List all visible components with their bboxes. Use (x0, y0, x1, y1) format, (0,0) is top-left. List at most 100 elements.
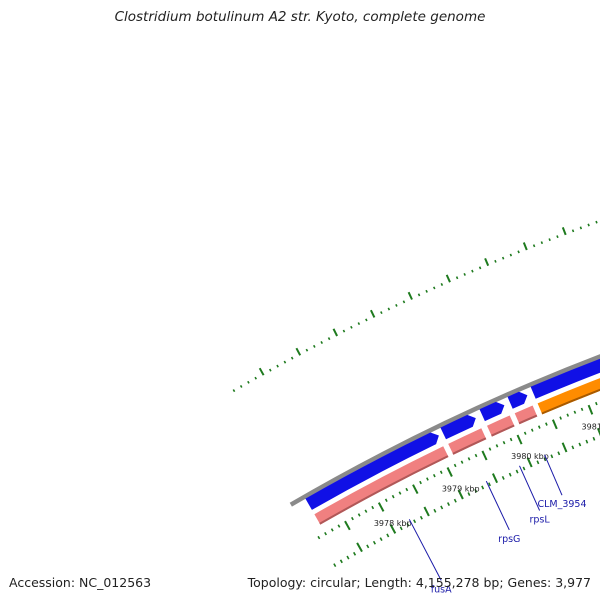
inner-tick (457, 489, 464, 500)
inner-tick (453, 498, 457, 503)
outer-tick (494, 259, 497, 263)
outer-tick (440, 282, 444, 286)
inner-tick (550, 454, 554, 459)
kbp-label: 3980 kbp (511, 452, 549, 461)
inner-tick (585, 439, 589, 444)
ruler-tick (523, 431, 527, 435)
reverse-feature-2 (448, 428, 487, 455)
forward-strand-features (305, 358, 600, 510)
inner-tick (526, 457, 533, 468)
ruler-tick (439, 470, 443, 474)
inner-tick (333, 563, 337, 567)
inner-tick (481, 485, 485, 490)
outer-tick (532, 244, 536, 248)
inner-tick (419, 515, 423, 520)
inner-tick (386, 533, 390, 538)
outer-tick (579, 226, 583, 230)
inner-tick (557, 451, 561, 456)
inner-tick (406, 522, 410, 527)
ruler-tick (446, 467, 453, 477)
outer-tick (342, 329, 346, 333)
outer-tick (357, 322, 361, 326)
inner-tick (474, 488, 478, 493)
inner-tick (515, 469, 519, 474)
ruler-tick (357, 513, 361, 517)
ruler-tick (419, 480, 422, 485)
inner-tick (467, 492, 471, 496)
ruler-tick (398, 491, 402, 495)
ruler-tick (580, 407, 584, 412)
ruler-tick (337, 524, 341, 528)
map-title: Clostridium botulinum A2 str. Kyoto, com… (114, 9, 486, 25)
ruler-tick (384, 498, 388, 502)
inner-tick (592, 436, 596, 441)
outer-tick (350, 325, 353, 329)
gene-label-clm_3954: CLM_3954 (537, 499, 586, 510)
inner-tick (501, 475, 505, 480)
reverse-feature-edge-5 (541, 388, 600, 415)
ruler-tick (573, 410, 577, 414)
ruler-tick (412, 484, 419, 495)
backbone-ring (289, 354, 600, 507)
outer-tick (407, 291, 413, 300)
ruler-tick (481, 450, 488, 461)
outer-tick (370, 309, 376, 318)
reverse-feature-edge-2 (452, 437, 487, 455)
outer-tick (556, 235, 559, 239)
inner-tick (578, 442, 582, 447)
accession-text: Accession: NC_012563 (9, 575, 152, 590)
inner-tick (353, 551, 357, 556)
outer-tick (380, 311, 383, 315)
ruler-tick (595, 401, 598, 406)
inner-tick (488, 482, 491, 487)
ruler-tick (391, 494, 395, 499)
outer-tick (387, 307, 391, 311)
gene-label-rpsl: rpsL (530, 515, 551, 526)
inner-tick (339, 559, 343, 564)
reverse-feature-edge-1 (319, 455, 449, 525)
reverse-strand-features (314, 378, 600, 525)
reverse-feature-edge-4 (518, 414, 538, 425)
forward-feature-4 (507, 391, 528, 409)
outer-tick (501, 256, 505, 260)
ruler-tick (502, 440, 506, 445)
outer-tick (471, 269, 474, 273)
outer-tick (561, 227, 567, 236)
outer-tick (548, 238, 551, 242)
gene-label-line-rpsl (519, 465, 541, 511)
outer-tick (332, 328, 338, 337)
outer-tick (276, 364, 279, 368)
outer-tick (484, 258, 490, 267)
ruler-tick (516, 434, 523, 445)
outer-tick (587, 223, 590, 227)
inner-tick (536, 460, 540, 465)
reverse-feature-4 (514, 405, 538, 425)
outer-tick (239, 385, 243, 388)
ruler-tick (324, 532, 327, 536)
outer-tick-ring (232, 220, 598, 393)
inner-tick (389, 524, 397, 534)
gene-label-line-rpsg (485, 480, 510, 531)
outer-tick (540, 241, 544, 245)
outer-tick (327, 337, 331, 341)
ruler-tick (545, 422, 548, 426)
ruler-tick (587, 404, 594, 415)
ruler-ticks (317, 401, 598, 540)
outer-tick (268, 368, 272, 372)
kbp-label: 3978 kbp (374, 519, 412, 528)
ruler-tick (474, 453, 478, 458)
ruler-tick (405, 487, 409, 492)
inner-tick (423, 506, 430, 517)
reverse-feature-1 (314, 446, 449, 525)
outer-tick (595, 220, 598, 224)
gene-label-fusa: fusA (431, 584, 452, 595)
ruler-tick (351, 516, 354, 521)
inner-tick (508, 472, 512, 477)
ruler-tick (371, 505, 375, 510)
outer-tick (247, 380, 250, 384)
gene-label-line-fusa (408, 519, 442, 581)
ruler-tick (488, 447, 492, 451)
